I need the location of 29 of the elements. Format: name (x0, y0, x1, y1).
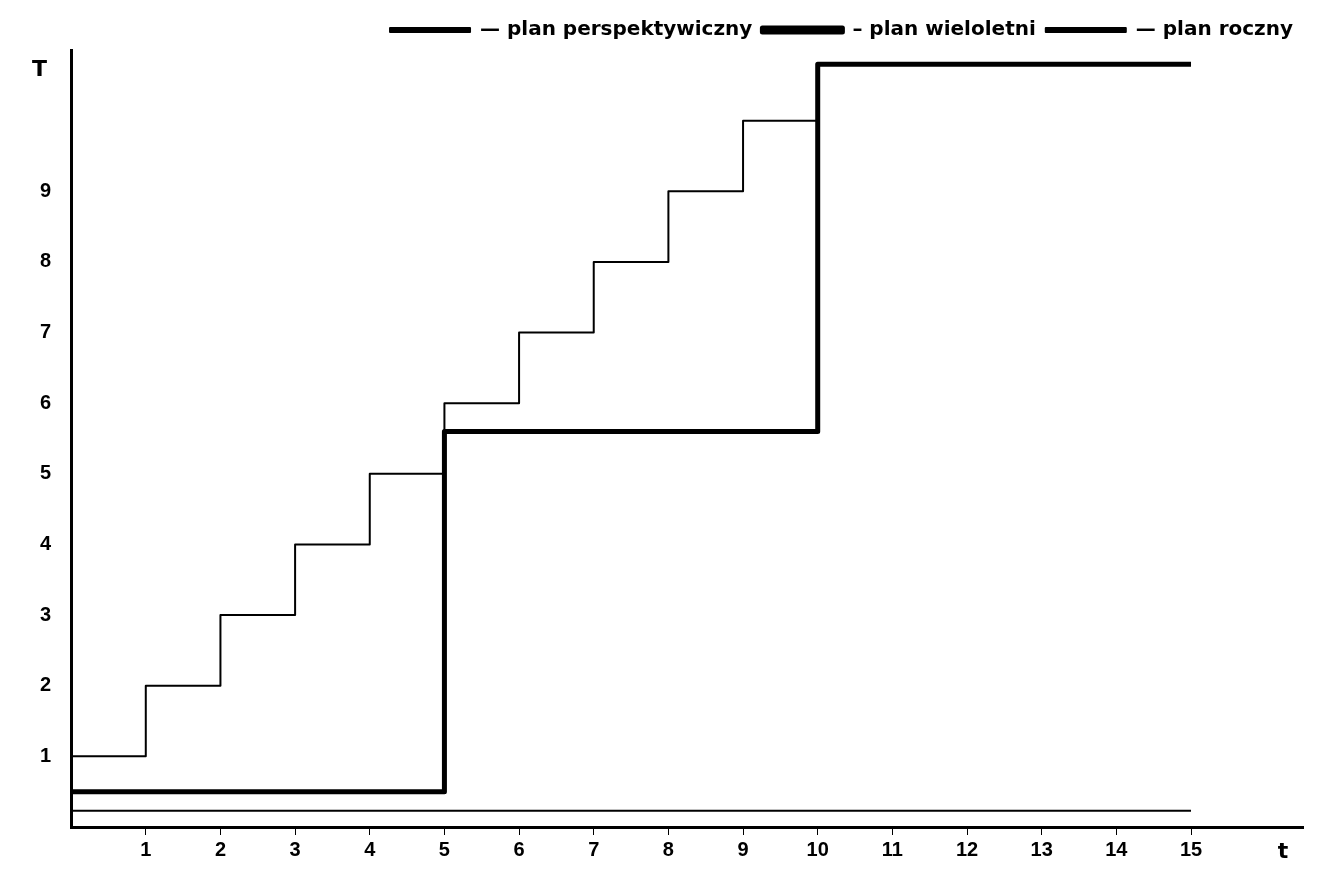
y-tick-label: 8 (40, 249, 52, 272)
x-axis-title: t (1277, 837, 1289, 863)
y-tick-label: 1 (40, 743, 52, 766)
y-tick-label: 2 (40, 673, 52, 696)
legend-label: — plan perspektywiczny (480, 16, 753, 41)
x-tick-label: 14 (1105, 837, 1129, 860)
y-tick-label: 9 (40, 178, 52, 201)
y-tick-label: 7 (40, 320, 52, 343)
x-tick-label: 6 (513, 837, 525, 860)
x-tick-label: 10 (806, 837, 829, 860)
y-tick-label: 3 (40, 602, 52, 625)
x-tick-label: 13 (1030, 837, 1053, 860)
x-tick-label: 3 (289, 837, 301, 860)
x-tick-label: 7 (588, 837, 600, 860)
y-tick-label: 6 (40, 390, 52, 413)
x-tick-label: 12 (955, 837, 979, 860)
x-tick-label: 8 (662, 837, 674, 860)
x-tick-label: 1 (140, 837, 152, 860)
x-tick-label: 5 (438, 837, 450, 860)
x-tick-label: 4 (364, 837, 377, 860)
legend-label: — plan roczny (1135, 16, 1294, 41)
y-tick-label: 4 (40, 531, 52, 554)
x-tick-label: 11 (881, 837, 903, 860)
legend-label: – plan wieloletni (852, 16, 1036, 41)
x-tick-label: 2 (214, 837, 226, 860)
y-tick-label: 5 (40, 461, 52, 484)
x-tick-label: 15 (1179, 837, 1203, 860)
y-axis-title: T (32, 55, 48, 81)
x-tick-label: 9 (737, 837, 749, 860)
